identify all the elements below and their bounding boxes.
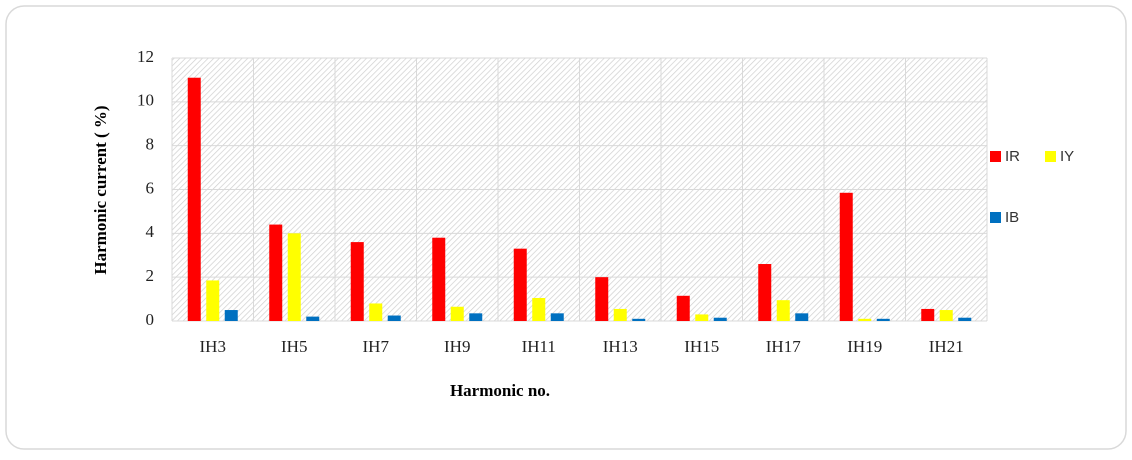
x-tick-label: IH21	[929, 337, 964, 356]
bar	[450, 306, 464, 321]
bar	[224, 310, 238, 321]
bar	[858, 318, 872, 321]
bar	[939, 310, 953, 321]
x-tick-label: IH11	[522, 337, 556, 356]
x-tick-label: IH19	[847, 337, 882, 356]
legend-swatch	[990, 151, 1001, 162]
bar	[595, 277, 609, 321]
bar	[287, 233, 301, 321]
bar	[269, 224, 283, 321]
bar	[776, 300, 790, 321]
bar	[839, 192, 853, 321]
bar	[695, 314, 709, 321]
legend-label: IY	[1060, 148, 1074, 165]
x-tick-label: IH3	[200, 337, 226, 356]
legend-label: IB	[1005, 209, 1019, 226]
y-tick-label: 6	[146, 178, 155, 197]
bar	[306, 316, 320, 321]
bar	[713, 317, 727, 321]
bar	[550, 313, 564, 321]
bar	[387, 315, 401, 321]
bar	[795, 313, 809, 321]
y-tick-label: 0	[146, 310, 155, 329]
bar	[758, 264, 772, 321]
bar	[187, 77, 201, 321]
bar	[532, 297, 546, 321]
bar	[513, 248, 527, 321]
bar	[958, 317, 972, 321]
legend-label: IR	[1005, 148, 1020, 165]
y-tick-label: 12	[137, 47, 154, 66]
bar	[613, 308, 627, 321]
x-tick-label: IH15	[684, 337, 719, 356]
bar	[432, 237, 446, 321]
x-tick-label: IH9	[444, 337, 470, 356]
bar	[369, 303, 383, 321]
x-tick-label: IH13	[603, 337, 638, 356]
y-tick-label: 2	[146, 266, 155, 285]
legend-swatch	[1045, 151, 1056, 162]
bar	[350, 242, 364, 321]
bar	[676, 295, 690, 321]
bar	[921, 308, 935, 321]
bar	[632, 318, 646, 321]
x-tick-label: IH7	[363, 337, 390, 356]
bar	[876, 318, 890, 321]
x-tick-label: IH5	[281, 337, 307, 356]
bar	[469, 313, 483, 321]
y-tick-label: 10	[137, 91, 154, 110]
x-tick-label: IH17	[766, 337, 801, 356]
y-tick-label: 4	[146, 222, 155, 241]
y-tick-label: 8	[146, 135, 155, 154]
bar	[206, 280, 220, 321]
legend-swatch	[990, 212, 1001, 223]
y-axis-label: Harmonic current ( %)	[91, 105, 110, 274]
x-axis-label: Harmonic no.	[450, 381, 550, 400]
